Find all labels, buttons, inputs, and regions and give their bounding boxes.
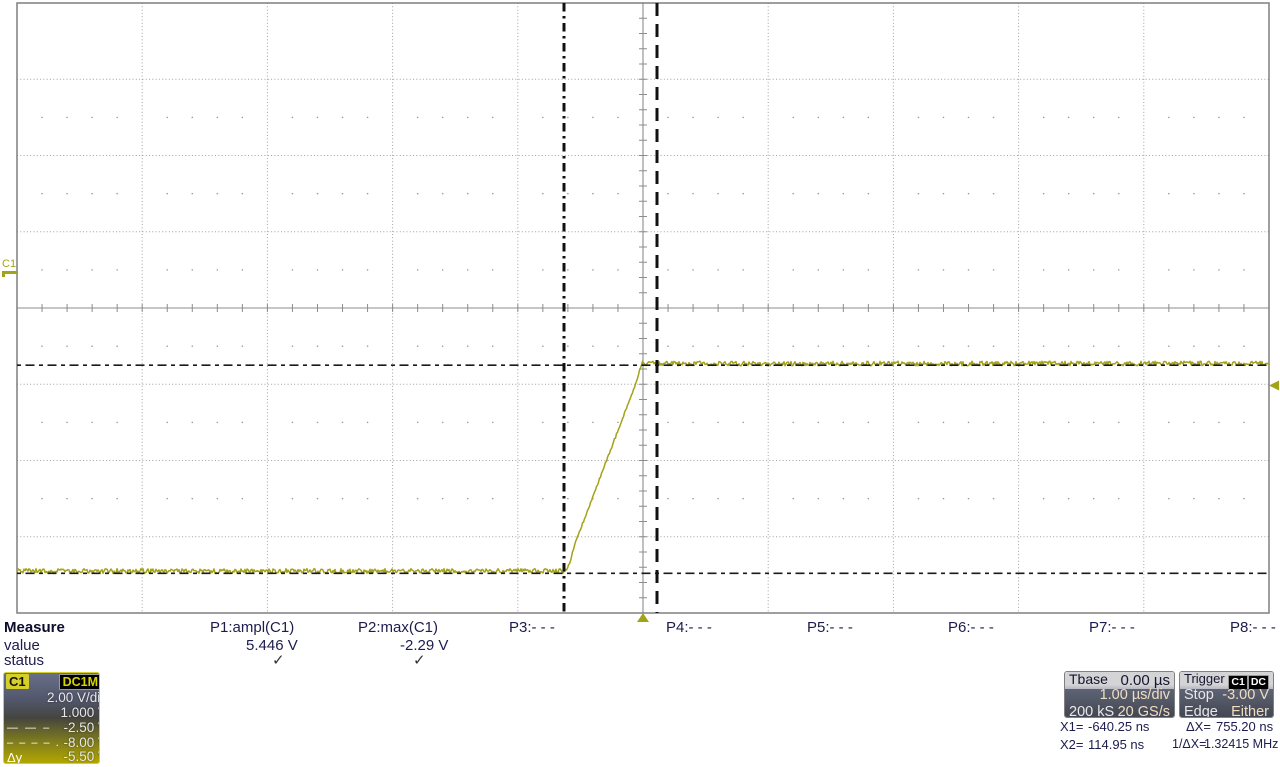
svg-text:C1: C1	[2, 258, 16, 270]
